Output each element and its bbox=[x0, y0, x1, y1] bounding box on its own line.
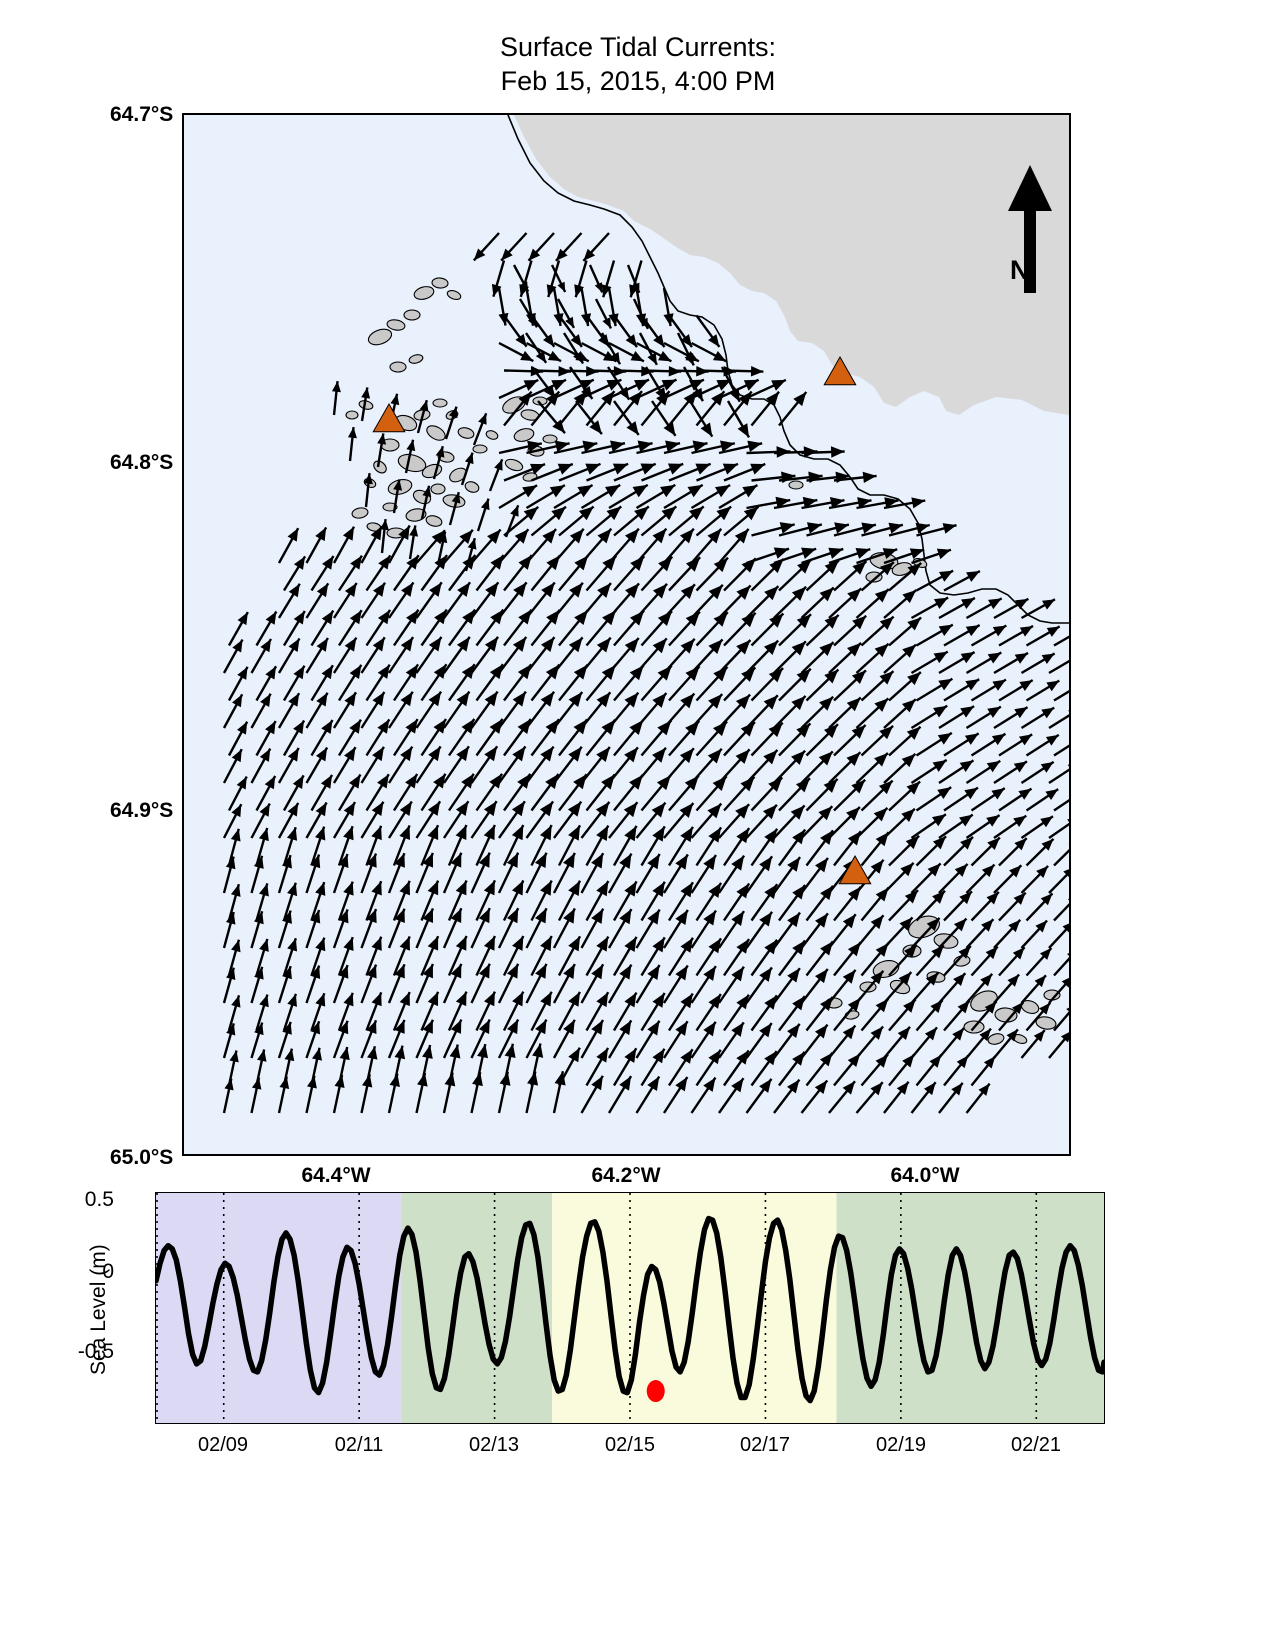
map-xtick-0: 64.4°W bbox=[301, 1164, 371, 1187]
band-green-1 bbox=[401, 1193, 553, 1423]
sea-level-plot bbox=[156, 1193, 1104, 1423]
sea-level-chart-frame[interactable] bbox=[155, 1192, 1105, 1424]
north-arrow-icon bbox=[1008, 165, 1052, 293]
map-ytick-1: 64.8°S bbox=[110, 451, 174, 474]
map-vector-field bbox=[222, 115, 1069, 1114]
station-marker-station-southeast[interactable] bbox=[838, 854, 872, 885]
map-ytick-3: 65.0°S bbox=[110, 1146, 174, 1169]
sea-level-axis-label: Sea Level (m) bbox=[87, 1244, 110, 1376]
map-ytick-0: 64.7°S bbox=[110, 103, 174, 126]
station-marker-station-west[interactable] bbox=[372, 402, 406, 433]
ts-xtick-2: 02/13 bbox=[468, 1434, 520, 1456]
ts-xtick-1: 02/11 bbox=[334, 1434, 384, 1456]
station-marker-station-northeast[interactable] bbox=[823, 355, 857, 386]
ts-xtick-3: 02/15 bbox=[604, 1434, 656, 1456]
ts-xtick-5: 02/19 bbox=[875, 1434, 927, 1456]
title-line-1: Surface Tidal Currents: bbox=[499, 32, 777, 62]
ts-xtick-4: 02/17 bbox=[739, 1434, 791, 1456]
map-ytick-2: 64.9°S bbox=[110, 799, 174, 822]
page-title: Surface Tidal Currents: Feb 15, 2015, 4:… bbox=[0, 30, 1276, 98]
map-panel bbox=[182, 113, 1071, 1156]
title-line-2: Feb 15, 2015, 4:00 PM bbox=[500, 66, 776, 96]
current-time-marker[interactable] bbox=[646, 1380, 665, 1403]
ts-xtick-0: 02/09 bbox=[197, 1434, 249, 1456]
ts-xtick-6: 02/21 bbox=[1010, 1434, 1062, 1456]
map-xtick-2: 64.0°W bbox=[890, 1164, 960, 1187]
map-frame[interactable] bbox=[182, 113, 1071, 1156]
ts-ytick-1: 0 bbox=[102, 1260, 114, 1283]
sea-level-line bbox=[156, 1215, 1104, 1404]
north-label: N bbox=[1010, 255, 1030, 285]
sea-level-chart bbox=[155, 1192, 1105, 1424]
ts-ytick-0: 0.5 bbox=[84, 1188, 114, 1211]
ts-ytick-2: -0.5 bbox=[77, 1340, 114, 1363]
map-xtick-1: 64.2°W bbox=[591, 1164, 661, 1187]
